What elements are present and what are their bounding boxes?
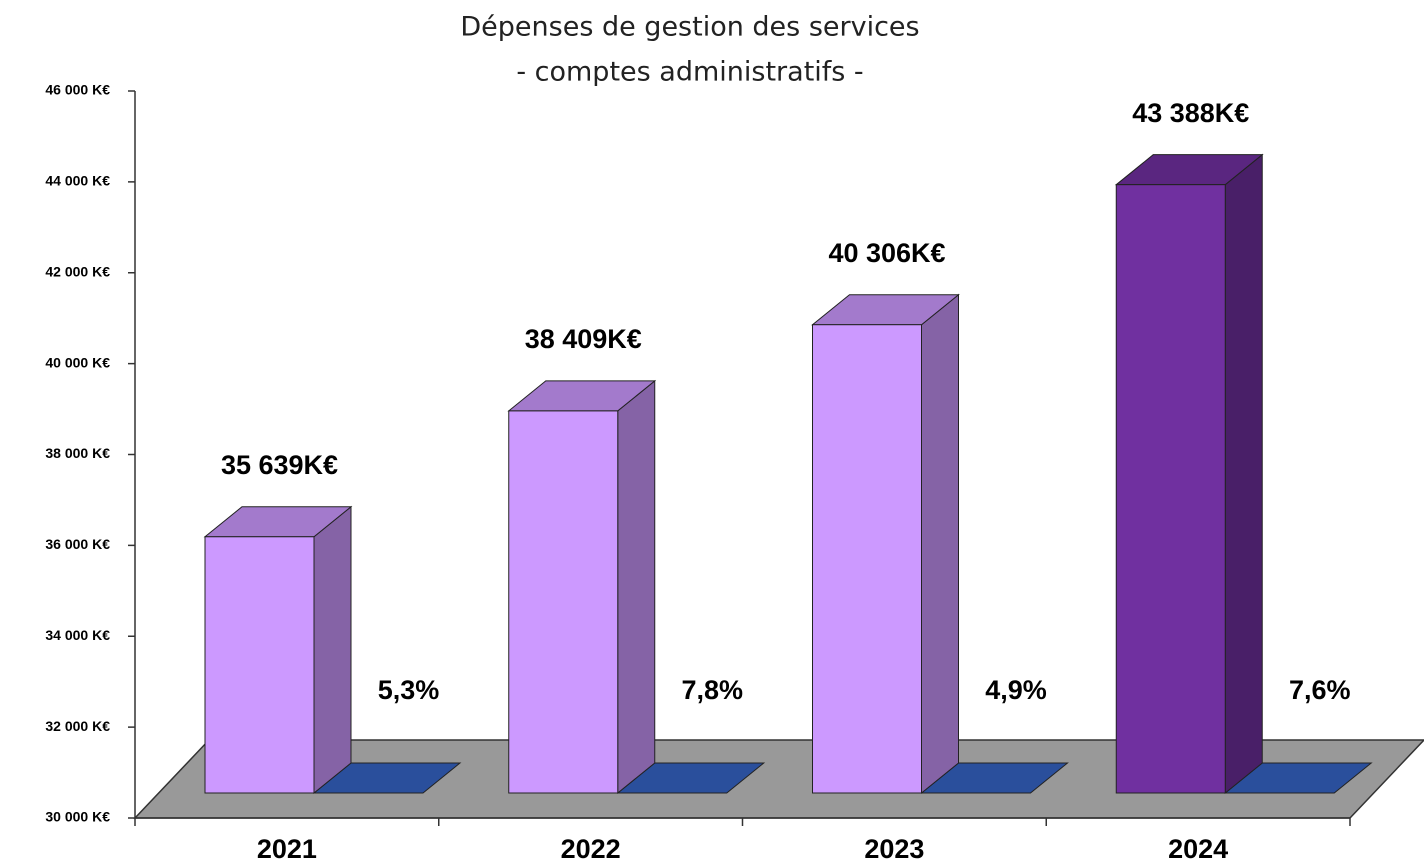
bar-side: [921, 293, 959, 795]
chart-subtitle: - comptes administratifs -: [516, 57, 863, 88]
bar-side: [1224, 153, 1263, 795]
rate-label: 4,9%: [985, 675, 1047, 705]
x-tick-label: 2024: [1168, 834, 1228, 864]
bar-side: [617, 379, 656, 795]
y-tick-label: 36 000 K€: [45, 536, 110, 552]
bar-front: [812, 324, 922, 794]
value-label: 40 306K€: [828, 238, 945, 268]
bar-front: [508, 410, 619, 794]
bar-side: [313, 505, 352, 795]
value-label: 35 639K€: [221, 450, 338, 480]
y-tick-label: 40 000 K€: [45, 354, 110, 370]
bar: [811, 293, 960, 795]
bar: [507, 379, 657, 795]
bar-front: [1115, 184, 1226, 794]
y-tick-label: 46 000 K€: [45, 82, 110, 98]
y-tick-label: 32 000 K€: [45, 718, 110, 734]
x-tick-label: 2022: [561, 834, 621, 864]
y-tick-label: 34 000 K€: [45, 627, 110, 643]
y-tick-label: 42 000 K€: [45, 263, 110, 279]
rate-label: 7,8%: [681, 675, 743, 705]
y-tick-label: 30 000 K€: [45, 809, 110, 825]
chart-title: Dépenses de gestion des services: [460, 12, 919, 43]
value-label: 43 388K€: [1132, 98, 1249, 128]
bar-front: [204, 536, 315, 794]
y-tick-label: 44 000 K€: [45, 173, 110, 189]
rate-label: 7,6%: [1289, 675, 1351, 705]
bar: [1114, 153, 1264, 795]
value-label: 38 409K€: [525, 324, 642, 354]
rate-label: 5,3%: [378, 675, 440, 705]
x-tick-label: 2023: [864, 834, 924, 864]
y-tick-label: 38 000 K€: [45, 445, 110, 461]
x-tick-label: 2021: [257, 834, 317, 864]
bar: [203, 505, 353, 795]
